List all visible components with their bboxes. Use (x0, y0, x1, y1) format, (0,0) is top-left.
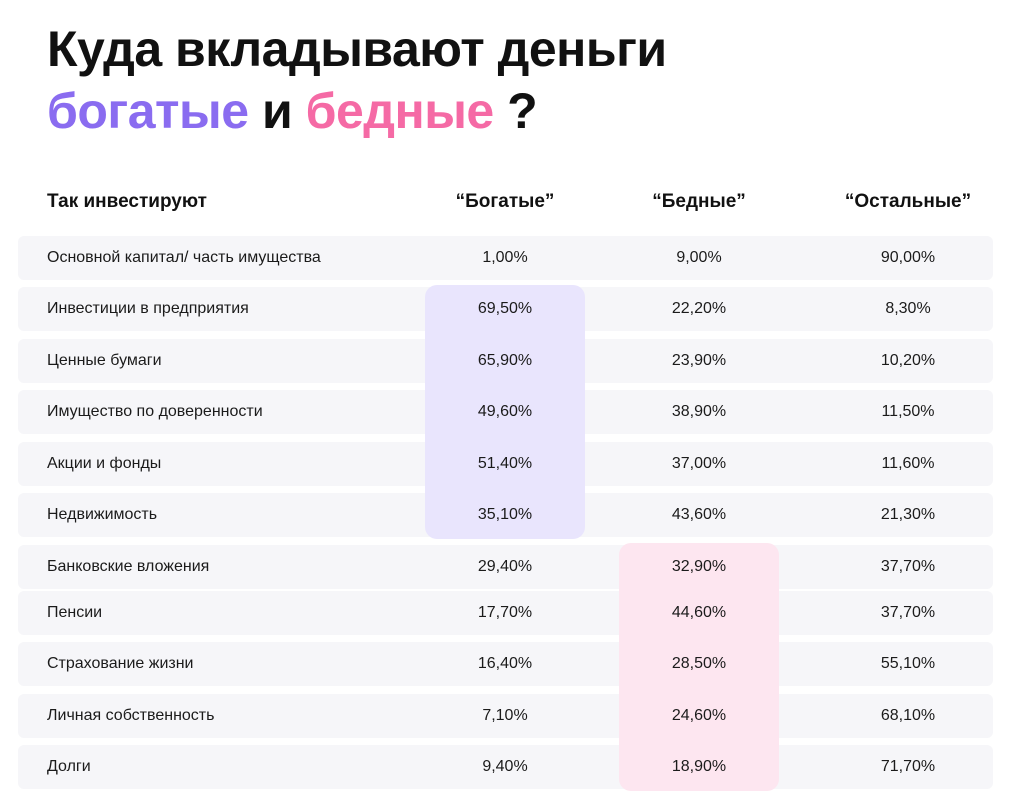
table-cell-value: 7,10% (482, 707, 528, 724)
row-label: Основной капитал/ часть имущества (47, 249, 321, 266)
table-cell-value: 49,60% (477, 403, 533, 420)
table-cell-value: 65,90% (477, 352, 533, 369)
column-header-2: “Бедные” (652, 191, 746, 212)
table-cell-value: 22,20% (671, 300, 727, 317)
title-conjunction: и (248, 83, 306, 139)
table-cell-value: 38,90% (671, 403, 727, 420)
table-row (18, 642, 993, 686)
table-row (18, 694, 993, 738)
table-cell-value: 11,50% (881, 403, 935, 420)
table-cell-value: 10,20% (880, 352, 936, 369)
row-label: Долги (47, 758, 91, 775)
title-question-mark: ? (493, 83, 538, 139)
row-label: Пенсии (47, 604, 103, 621)
table-cell-value: 28,50% (671, 655, 727, 672)
table-cell-value: 37,00% (671, 455, 727, 472)
row-label: Акции и фонды (47, 455, 162, 472)
table-cell-value: 8,30% (885, 300, 931, 317)
table-cell-value: 37,70% (880, 558, 936, 575)
table-cell-value: 18,90% (671, 758, 727, 775)
row-label: Инвестиции в предприятия (47, 300, 249, 317)
title-line-2: богатые и бедные ? (47, 80, 667, 142)
table-cell-value: 9,40% (482, 758, 528, 775)
row-label: Недвижимость (47, 506, 158, 523)
table-cell-value: 16,40% (477, 655, 533, 672)
column-header-3: “Остальные” (844, 191, 972, 212)
row-label: Имущество по доверенности (47, 403, 263, 420)
row-label: Ценные бумаги (47, 352, 162, 369)
table-row (18, 591, 993, 635)
table-cell-value: 71,70% (880, 758, 936, 775)
table-cell-value: 21,30% (880, 506, 936, 523)
table-cell-value: 32,90% (671, 558, 727, 575)
table-cell-value: 11,60% (881, 455, 935, 472)
table-cell-value: 1,00% (482, 249, 528, 266)
row-label: Личная собственность (47, 707, 215, 724)
table-cell-value: 37,70% (880, 604, 936, 621)
title-poor-word: бедные (305, 83, 495, 139)
table-cell-value: 55,10% (880, 655, 936, 672)
table-cell-value: 35,10% (477, 506, 533, 523)
column-header-1: “Богатые” (455, 191, 555, 212)
row-label: Страхование жизни (47, 655, 194, 672)
table-cell-value: 24,60% (671, 707, 727, 724)
table-row (18, 545, 993, 589)
column-header-category: Так инвестируют (47, 191, 207, 212)
title-line-1: Куда вкладывают деньги (47, 21, 667, 77)
table-cell-value: 51,40% (477, 455, 533, 472)
title-rich-word: богатые (47, 83, 249, 139)
table-cell-value: 29,40% (477, 558, 533, 575)
poor-highlight-band (619, 543, 779, 791)
table-row (18, 745, 993, 789)
page-title: Куда вкладывают деньги богатые и бедные … (47, 18, 667, 142)
table-cell-value: 9,00% (676, 249, 722, 266)
table-cell-value: 23,90% (671, 352, 727, 369)
table-cell-value: 17,70% (477, 604, 533, 621)
table-cell-value: 44,60% (671, 604, 727, 621)
table-cell-value: 69,50% (477, 300, 533, 317)
table-cell-value: 43,60% (671, 506, 727, 523)
row-label: Банковские вложения (47, 558, 210, 575)
table-cell-value: 90,00% (880, 249, 936, 266)
table-cell-value: 68,10% (880, 707, 936, 724)
table-row (18, 236, 993, 280)
rich-highlight-band (425, 285, 585, 539)
